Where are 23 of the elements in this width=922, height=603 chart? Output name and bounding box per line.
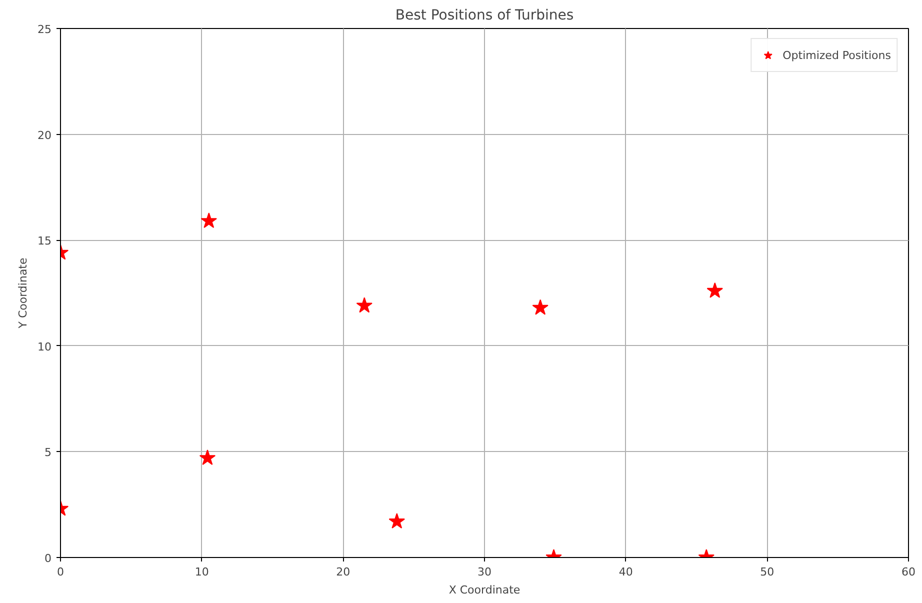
x-tick-label: 20 [336, 566, 350, 578]
y-tick-label: 0 [44, 552, 52, 565]
legend-label: Optimized Positions [782, 48, 891, 62]
x-tick-label: 50 [760, 566, 774, 578]
y-axis-title: Y Coordinate [16, 258, 30, 330]
point [706, 282, 723, 298]
y-tick-label: 25 [38, 23, 52, 36]
chart-title: Best Positions of Turbines [395, 8, 574, 24]
y-tick-label: 15 [38, 234, 52, 248]
point [200, 212, 218, 228]
point [199, 450, 216, 466]
x-tick-label: 60 [902, 566, 916, 578]
point [356, 297, 372, 313]
point [388, 513, 405, 528]
point [532, 299, 548, 315]
x-tick-label: 0 [57, 566, 64, 578]
y-tick-label: 20 [38, 128, 52, 142]
x-axis-title: X Coordinate [448, 584, 520, 596]
x-tick-label: 30 [478, 566, 492, 578]
x-tick-label: 10 [194, 566, 209, 578]
y-tick-label: 5 [44, 446, 52, 460]
x-tick-label: 40 [618, 566, 633, 578]
y-tick-label: 10 [38, 340, 52, 354]
